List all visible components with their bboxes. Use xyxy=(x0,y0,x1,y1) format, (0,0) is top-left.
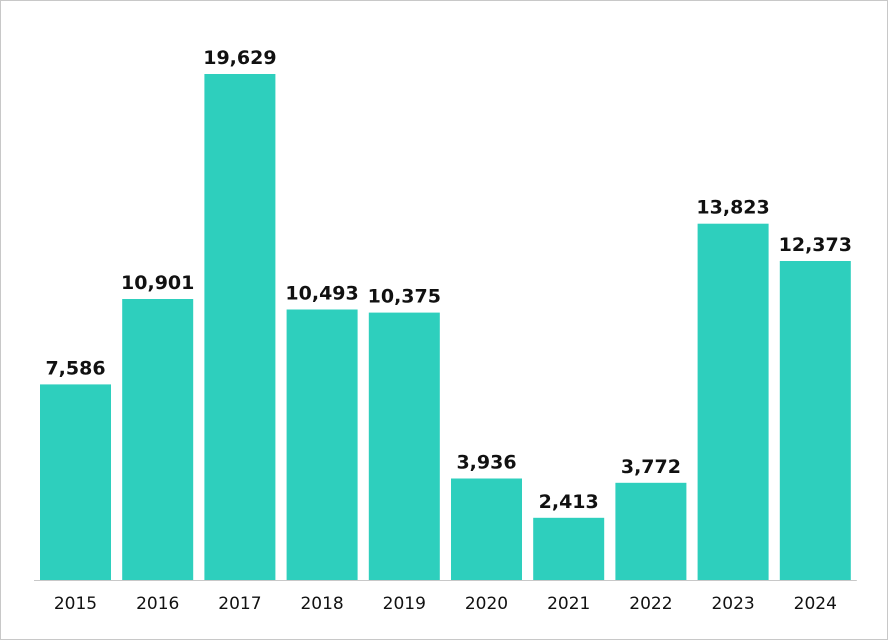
x-tick-label-2022: 2022 xyxy=(629,594,672,614)
x-tick-label-2023: 2023 xyxy=(711,594,754,614)
bar-2018 xyxy=(286,309,358,580)
bar-2023 xyxy=(697,223,769,580)
x-tick-label-2021: 2021 xyxy=(547,594,590,614)
value-label-2024: 12,373 xyxy=(779,234,852,256)
value-label-2016: 10,901 xyxy=(121,272,194,294)
x-tick-labels-group: 2015 2016 2017 2018 2019 2020 2021 2022 2023 2024 xyxy=(54,594,837,614)
x-tick-label-2015: 2015 xyxy=(54,594,97,614)
x-tick-label-2020: 2020 xyxy=(465,594,508,614)
bar-2022 xyxy=(615,482,687,580)
value-label-2023: 13,823 xyxy=(696,197,769,219)
bar-2024 xyxy=(779,261,851,580)
bar-2017 xyxy=(204,74,276,580)
bars-group xyxy=(40,74,851,580)
bar-2015 xyxy=(40,384,111,580)
value-label-2018: 10,493 xyxy=(285,283,358,305)
x-tick-label-2019: 2019 xyxy=(383,594,426,614)
bar-2020 xyxy=(451,478,522,580)
bar-2016 xyxy=(122,299,194,580)
x-tick-label-2016: 2016 xyxy=(136,594,179,614)
x-tick-label-2024: 2024 xyxy=(794,594,837,614)
bar-2021 xyxy=(533,517,605,580)
bar-2019 xyxy=(368,312,440,580)
value-label-2019: 10,375 xyxy=(368,286,441,308)
value-label-2017: 19,629 xyxy=(203,47,276,69)
value-label-2022: 3,772 xyxy=(621,456,681,478)
value-label-2020: 3,936 xyxy=(456,452,516,474)
x-tick-label-2017: 2017 xyxy=(218,594,261,614)
value-labels-group: 7,586 10,901 19,629 10,493 10,375 3,936 2,413 3… xyxy=(45,47,852,513)
x-tick-label-2018: 2018 xyxy=(300,594,343,614)
value-label-2021: 2,413 xyxy=(539,491,599,513)
value-label-2015: 7,586 xyxy=(45,357,105,379)
